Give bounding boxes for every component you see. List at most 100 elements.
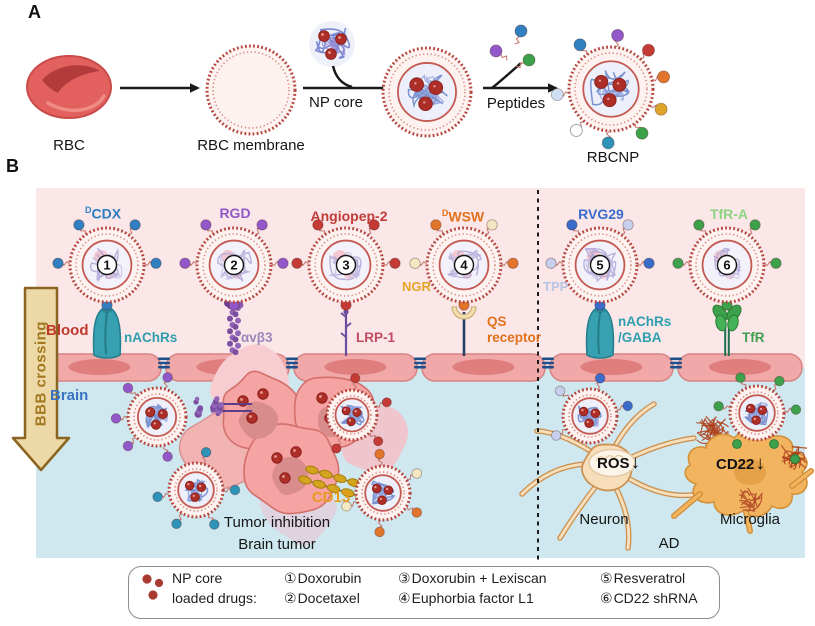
- receptor-label-nachr-4: nAChRs/GABA: [618, 314, 671, 346]
- peptide-dot: [486, 219, 498, 231]
- rbc-membrane-vesicle: [205, 44, 297, 136]
- peptide-dot: [411, 468, 423, 479]
- peptide-dot: [200, 447, 212, 458]
- np-3-angiopep2: 3: [291, 219, 401, 304]
- tumor-np-rgd: [110, 372, 188, 462]
- microglia-targeting-np: [713, 372, 802, 442]
- ligand-label-angiopep2: Angiopep-2: [311, 208, 388, 224]
- np-4-wsw: 4: [409, 219, 519, 304]
- secondary-ligand-label-ngr: NGR: [402, 279, 431, 295]
- tight-junction-icon: [670, 357, 682, 361]
- ligand-label-rgd: RGD: [219, 205, 250, 221]
- peptide-dot: [350, 373, 361, 384]
- peptide-dot: [601, 136, 615, 150]
- tight-junction-icon: [670, 365, 682, 369]
- ligand-label-rgd-text: RGD: [219, 205, 251, 221]
- peptide-dot: [693, 219, 705, 231]
- peptide-dot: [790, 404, 802, 415]
- peptide-dot: [341, 501, 352, 512]
- tumor-np-wsw: [341, 448, 423, 538]
- receptor-label-lrp1-2: LRP-1: [356, 330, 395, 346]
- receptor-label-qs-3-text: QS: [487, 314, 507, 329]
- panel-a-letter: A: [28, 2, 41, 22]
- legend-drug-3-text: Doxorubin + Lexiscan: [411, 570, 547, 586]
- legend-drug-6-text: ⑥: [600, 590, 613, 606]
- ligand-label-tfra: TfR-A: [710, 206, 748, 222]
- receptor-label-lrp1-2-text: LRP-1: [356, 330, 396, 345]
- receptor-label-qs-3: QS receptor: [487, 314, 541, 346]
- svg-text:3: 3: [342, 258, 349, 273]
- peptide-dot: [594, 373, 606, 384]
- tight-junction-icon: [158, 361, 170, 365]
- legend-np-core-label: NP core: [172, 570, 223, 586]
- secondary-ligand-label-tpp: TPP: [543, 279, 569, 295]
- neuron-illustration: [519, 401, 697, 551]
- peptide-dot: [749, 219, 761, 231]
- rbc-illustration: [26, 55, 112, 119]
- receptor-tfr-icon: [712, 304, 742, 356]
- peptide-dot: [550, 430, 562, 441]
- secondary-ligand-label-tpp-text: TPP: [543, 279, 569, 294]
- receptor-label-nachr-0-text: nAChRs: [124, 330, 178, 345]
- np-core-label: NP core: [309, 94, 363, 111]
- receptor-nachr-icon: [92, 305, 122, 359]
- peptide-dot: [550, 88, 564, 102]
- receptor-label-qs-3-text: receptor: [487, 330, 542, 346]
- tumor-np-cdx: [152, 447, 241, 530]
- peptide-dot: [507, 257, 519, 269]
- bbb-crossing-arrow: [11, 286, 71, 472]
- peptide-dot: [657, 70, 671, 84]
- peptides-label: Peptides: [486, 95, 546, 112]
- receptor-label-nachr-0: nAChRs: [124, 330, 177, 346]
- peptide-dot: [171, 518, 182, 530]
- panel-b-letter: B: [6, 156, 19, 176]
- brain-label: Brain: [50, 387, 89, 404]
- legend-drug-5: ⑤Resveratrol: [600, 570, 685, 586]
- peptide-dot: [52, 257, 64, 269]
- ros-annotation: ROS↓: [597, 452, 640, 474]
- svg-text:1: 1: [103, 258, 110, 273]
- peptide-dot: [162, 451, 173, 462]
- neuron-targeting-np: [550, 373, 633, 445]
- cd22-annotation: CD22↓: [716, 453, 765, 475]
- peptide-dot: [162, 372, 173, 383]
- avb3-fragment-icon: [193, 396, 252, 418]
- peptide-dot: [122, 440, 134, 452]
- peptide-dot: [735, 372, 746, 383]
- tumor-inhibition-label: Tumor inhibition: [223, 514, 331, 531]
- peptide-dot: [256, 219, 268, 231]
- svg-text:2: 2: [230, 258, 237, 273]
- peptide-dot: [554, 385, 566, 397]
- secondary-ligand-label-ngr-text: NGR: [402, 279, 431, 294]
- receptor-label-avb3-1-text: αvβ3: [241, 330, 273, 345]
- np-5-rvg29: 5: [545, 219, 655, 304]
- legend-drug-2: ②Docetaxel: [284, 590, 360, 606]
- tight-junction-icon: [542, 357, 554, 361]
- peptide-dot: [622, 219, 634, 231]
- peptide-dot: [200, 219, 212, 231]
- rbcnp: [550, 28, 671, 150]
- tight-junction-icon: [414, 365, 426, 369]
- peptide-dot: [635, 126, 649, 140]
- ligand-label-wsw-text: D: [441, 208, 449, 218]
- peptide-dot: [152, 491, 163, 503]
- tight-junction-icon: [670, 361, 682, 365]
- legend-drug-6-text: CD22 shRNA: [613, 590, 698, 606]
- np-6-tfra: 6: [672, 219, 782, 304]
- microglia-illustration: [671, 415, 814, 534]
- peptide-dot: [291, 257, 303, 269]
- legend-box: [128, 566, 720, 619]
- tight-junction-icon: [542, 365, 554, 369]
- peptide-dot: [409, 257, 421, 269]
- peptide-dot: [642, 43, 655, 57]
- ros-down-arrow-icon: ↓: [630, 452, 641, 473]
- blood-label: Blood: [46, 322, 89, 339]
- legend-drug-4: ④Euphorbia factor L1: [398, 590, 534, 606]
- peptide-dot: [389, 257, 401, 269]
- ligand-label-rvg29-text: RVG29: [578, 206, 624, 222]
- peptide-dot: [770, 257, 782, 269]
- peptide-dot: [381, 397, 392, 408]
- np-2-rgd: 2: [179, 219, 289, 304]
- legend-loaded-drugs-label: loaded drugs:: [172, 590, 257, 606]
